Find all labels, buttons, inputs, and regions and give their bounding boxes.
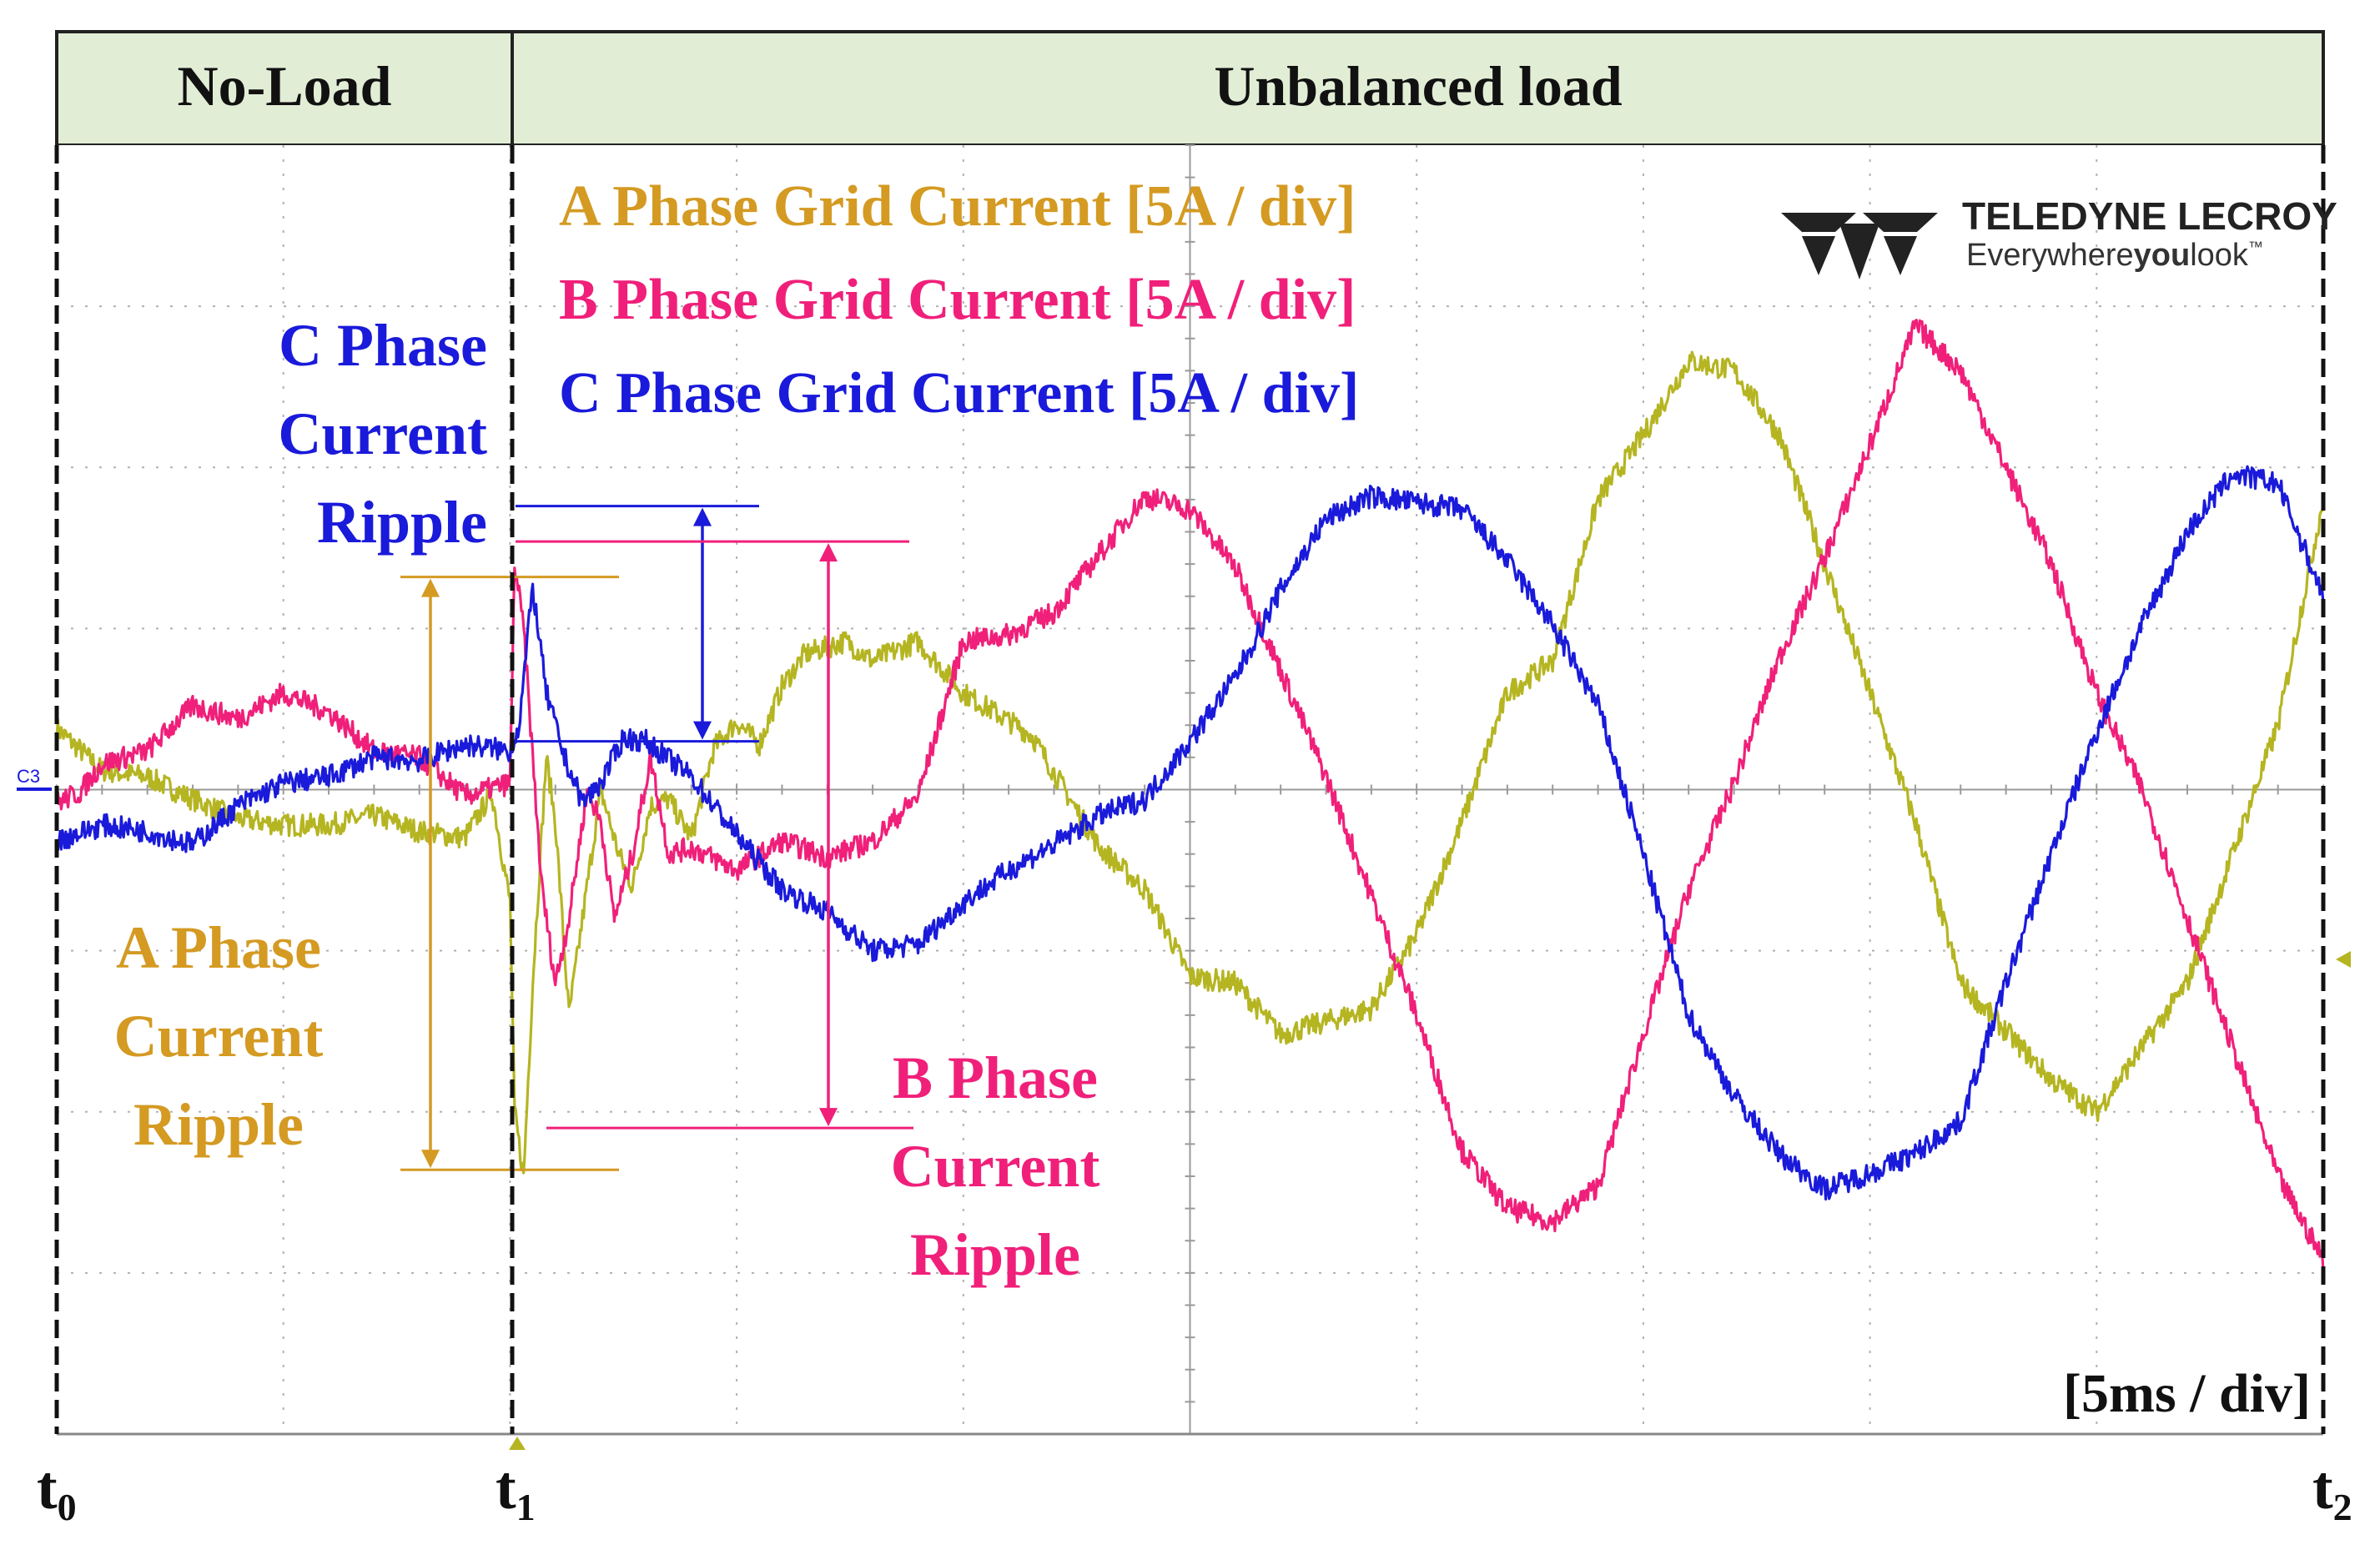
logo-tm: ™ [2248, 239, 2263, 255]
c-ripple-marker [516, 505, 759, 743]
logo-tagline-everywhere: Everywhere [1966, 238, 2134, 273]
legend-b-phase: B Phase Grid Current [5A / div] [559, 268, 1356, 332]
annotation-b-ripple: B Phase Current Ripple [891, 1044, 1100, 1288]
region-label-unbalanced: Unbalanced load [1214, 54, 1623, 118]
a-ripple-marker-arrow-down [421, 1150, 440, 1169]
trace-c-phase [55, 465, 2325, 1201]
trace-a-phase [55, 350, 2325, 1175]
a-ripple-line-1: A Phase [116, 914, 321, 981]
c-ripple-marker-arrow-up [693, 507, 712, 526]
a-ripple-line-3: Ripple [133, 1091, 304, 1158]
annotation-c-ripple: C Phase Current Ripple [278, 312, 487, 556]
logo-brand: TELEDYNE LECROY [1962, 194, 2337, 238]
header-band [55, 30, 2325, 147]
grid [56, 144, 2324, 1436]
channel-marker: C3 [17, 766, 40, 787]
b-ripple-marker-arrow-up [819, 543, 838, 562]
timescale-label: [5ms / div] [2063, 1363, 2311, 1424]
time-markers: t0 t1 t2 [37, 1454, 2352, 1528]
c-ripple-line-3: Ripple [317, 489, 487, 556]
c-ripple-line-2: Current [278, 400, 487, 467]
a-ripple-line-2: Current [114, 1003, 324, 1069]
time-marker-t2: t2 [2312, 1454, 2352, 1528]
legend-c-phase: C Phase Grid Current [5A / div] [559, 361, 1359, 425]
b-ripple-marker [516, 540, 913, 1130]
logo-tagline-you: you [2134, 238, 2191, 273]
logo-tagline-look: look [2190, 238, 2249, 273]
annotation-a-ripple: A Phase Current Ripple [114, 914, 324, 1158]
teledyne-lecroy-logo: TELEDYNE LECROY Everywhereyoulook™ [1781, 194, 2337, 279]
a-ripple-marker [400, 576, 619, 1171]
time-marker-t1: t1 [496, 1454, 536, 1528]
c-ripple-line-1: C Phase [279, 312, 487, 379]
b-ripple-line-1: B Phase [893, 1044, 1098, 1111]
b-ripple-line-2: Current [891, 1133, 1100, 1200]
trigger-arrow-bottom [509, 1437, 526, 1450]
time-marker-t0: t0 [37, 1454, 77, 1528]
c-ripple-marker-arrow-down [693, 721, 712, 740]
ripple-markers [400, 505, 913, 1171]
b-ripple-line-3: Ripple [910, 1221, 1080, 1288]
trigger-arrow-right [2336, 951, 2351, 968]
b-ripple-marker-arrow-down [819, 1108, 838, 1127]
legend-a-phase: A Phase Grid Current [5A / div] [559, 174, 1356, 239]
a-ripple-marker-arrow-up [421, 578, 440, 597]
logo-tagline: Everywhereyoulook™ [1966, 238, 2263, 273]
traces [55, 319, 2325, 1271]
region-label-no-load: No-Load [178, 54, 392, 118]
plot-area [55, 144, 2325, 1436]
logo-mark-icon [1781, 213, 1938, 279]
